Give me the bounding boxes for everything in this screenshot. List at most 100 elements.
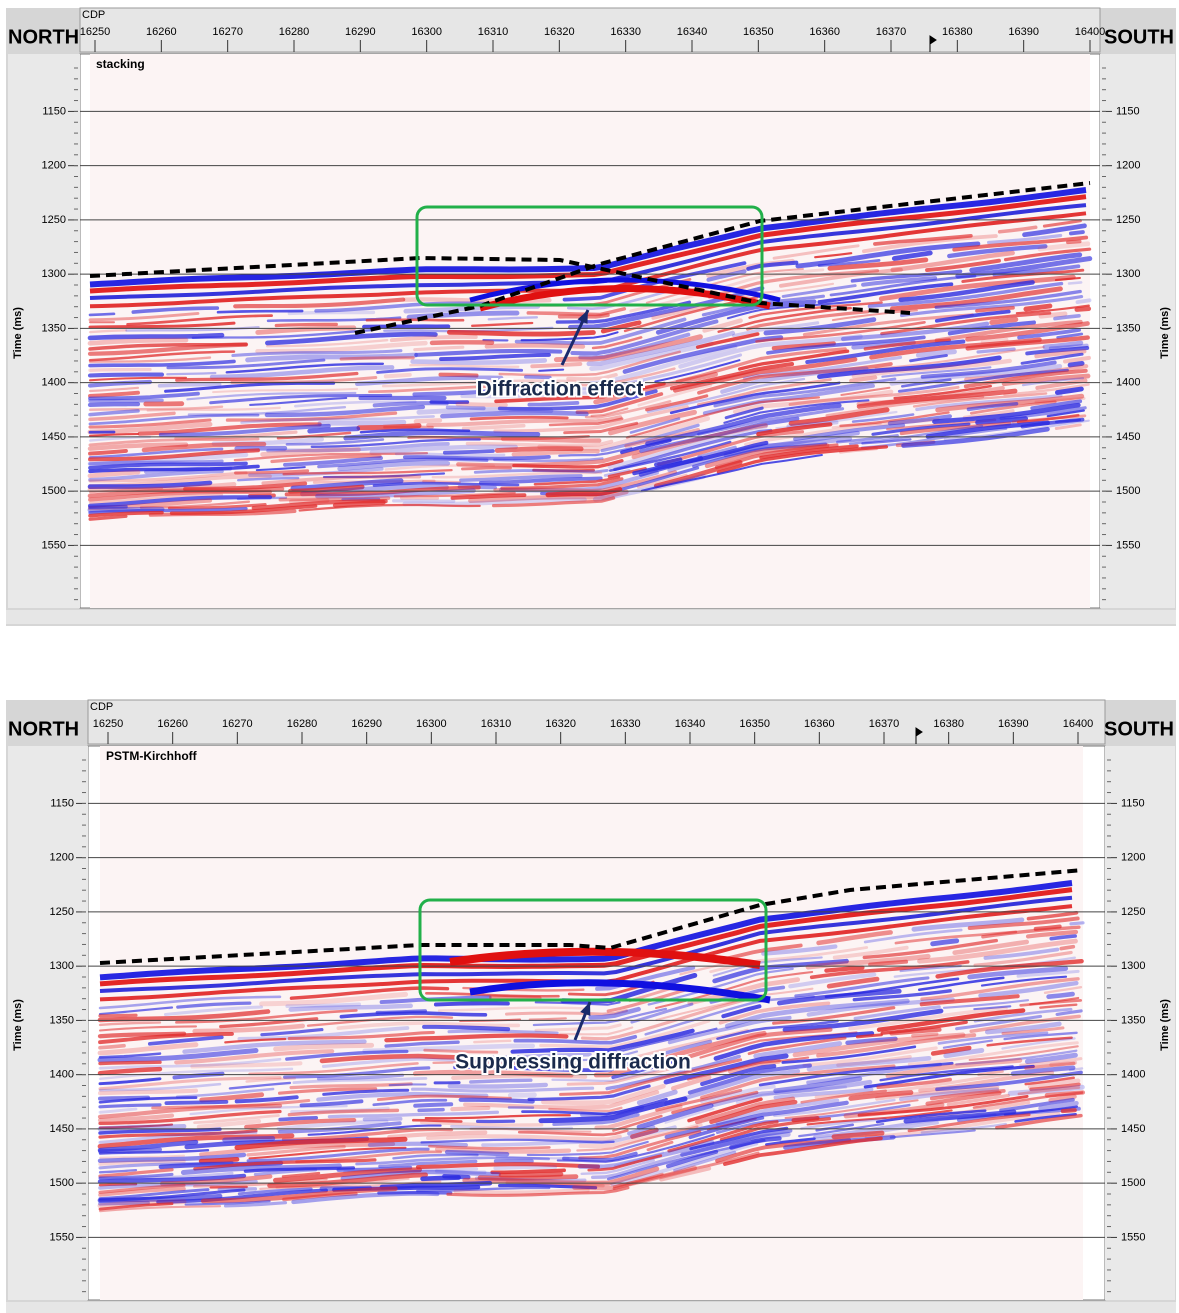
seismic-trace: [968, 1045, 1079, 1061]
seismic-trace: [495, 1155, 570, 1160]
seismic-trace: [97, 1042, 199, 1056]
seismic-trace: [863, 338, 951, 351]
x-tick-label: 16400: [1063, 718, 1094, 730]
seismic-trace: [377, 1190, 453, 1195]
seismic-trace: [97, 1113, 175, 1123]
seismic-trace: [986, 1036, 1073, 1047]
seismic-trace: [98, 1147, 162, 1154]
seismic-trace: [845, 1036, 898, 1045]
seismic-trace: [372, 1098, 448, 1107]
seismic-trace: [732, 389, 894, 415]
seismic-trace: [1026, 911, 1079, 921]
seismic-trace: [376, 367, 524, 374]
seismic-trace: [273, 1042, 375, 1052]
seismic-trace: [669, 381, 841, 415]
seismic-trace: [675, 347, 847, 384]
seismic-trace: [976, 347, 1016, 354]
seismic-trace: [901, 426, 1050, 448]
seismic-trace: [755, 320, 926, 343]
seismic-trace: [288, 1003, 413, 1012]
seismic-trace: [228, 1081, 292, 1090]
seismic-trace: [284, 485, 481, 497]
seismic-trace: [384, 464, 496, 471]
seismic-trace: [413, 418, 443, 424]
seismic-trace: [164, 1100, 229, 1105]
seismic-trace: [87, 332, 225, 341]
seismic-trace: [972, 1091, 1084, 1109]
y-tick-label-right: 1200: [1121, 852, 1145, 864]
x-tick-label: 16340: [675, 718, 706, 730]
seismic-trace: [420, 1138, 615, 1144]
seismic-trace: [278, 1115, 319, 1122]
y-tick-label: 1450: [50, 1123, 74, 1135]
seismic-trace: [756, 422, 833, 437]
seismic-trace: [412, 387, 561, 397]
seismic-trace: [445, 405, 486, 411]
seismic-trace: [999, 406, 1087, 420]
seismic-trace: [200, 1186, 398, 1204]
seismic-trace: [603, 469, 631, 477]
seismic-trace: [98, 1186, 186, 1197]
seismic-trace: [969, 252, 1083, 273]
seismic-trace: [848, 1006, 1008, 1031]
seismic-trace: [98, 1006, 174, 1016]
seismic-trace: [493, 405, 689, 433]
seismic-trace: [283, 456, 383, 467]
seismic-trace: [222, 1136, 276, 1143]
seismic-trace: [514, 317, 687, 346]
seismic-trace: [143, 466, 233, 475]
seismic-trace: [429, 340, 495, 346]
seismic-trace: [285, 438, 385, 446]
seismic-trace: [259, 991, 409, 1007]
seismic-trace: [270, 454, 382, 464]
seismic-trace: [670, 1075, 712, 1091]
seismic-trace: [517, 1129, 629, 1137]
seismic-trace: [781, 284, 857, 298]
seismic-trace: [992, 264, 1081, 277]
seismic-trace: [667, 436, 853, 473]
seismic-trace: [654, 359, 741, 383]
panel: 1150 1150 1200 1200 1250 1250 1300 1300 1350 1350…: [6, 7, 1176, 626]
seismic-trace: [969, 400, 1057, 415]
seismic-trace: [802, 313, 974, 337]
seismic-trace: [451, 1073, 588, 1080]
seismic-trace: [246, 1145, 346, 1157]
seismic-trace: [88, 405, 224, 412]
seismic-trace: [98, 1052, 162, 1059]
seismic-trace: [937, 1031, 1049, 1045]
seismic-trace: [942, 1039, 993, 1049]
seismic-trace: [600, 423, 700, 453]
seismic-trace: [193, 1158, 377, 1171]
left-axis-strip: [8, 54, 80, 608]
x-tick-label: 16360: [809, 26, 840, 38]
seismic-trace: [1067, 281, 1083, 285]
seismic-trace: [816, 930, 893, 946]
annotation: Suppressing diffraction: [455, 1051, 691, 1074]
seismic-trace: [416, 407, 554, 415]
diffraction-blue: [469, 277, 781, 303]
seismic-trace: [88, 411, 176, 422]
seismic-trace: [276, 431, 352, 440]
seismic-trace: [850, 269, 963, 283]
seismic-trace: [98, 1159, 186, 1166]
seismic-trace: [851, 358, 1012, 379]
seismic-trace: [575, 392, 664, 415]
seismic-trace: [248, 1062, 419, 1076]
seismic-trace: [728, 1058, 781, 1074]
seismic-trace: [1027, 1078, 1081, 1090]
seismic-trace: [307, 426, 361, 434]
y-tick-label: 1550: [50, 1231, 74, 1243]
seismic-trace: [735, 1085, 847, 1104]
seismic-trace: [216, 309, 304, 314]
seismic-trace: [580, 994, 765, 1041]
seismic-trace: [839, 447, 878, 454]
y-axis-label-right: Time (ms): [1159, 307, 1171, 359]
seismic-trace: [478, 476, 603, 485]
seismic-trace: [852, 989, 952, 1002]
y-tick-label-right: 1350: [1121, 1014, 1145, 1026]
seismic-trace: [805, 339, 966, 365]
seismic-trace: [720, 366, 869, 394]
seismic-trace: [277, 1087, 378, 1095]
seismic-trace: [826, 976, 880, 989]
seismic-trace: [137, 422, 322, 436]
